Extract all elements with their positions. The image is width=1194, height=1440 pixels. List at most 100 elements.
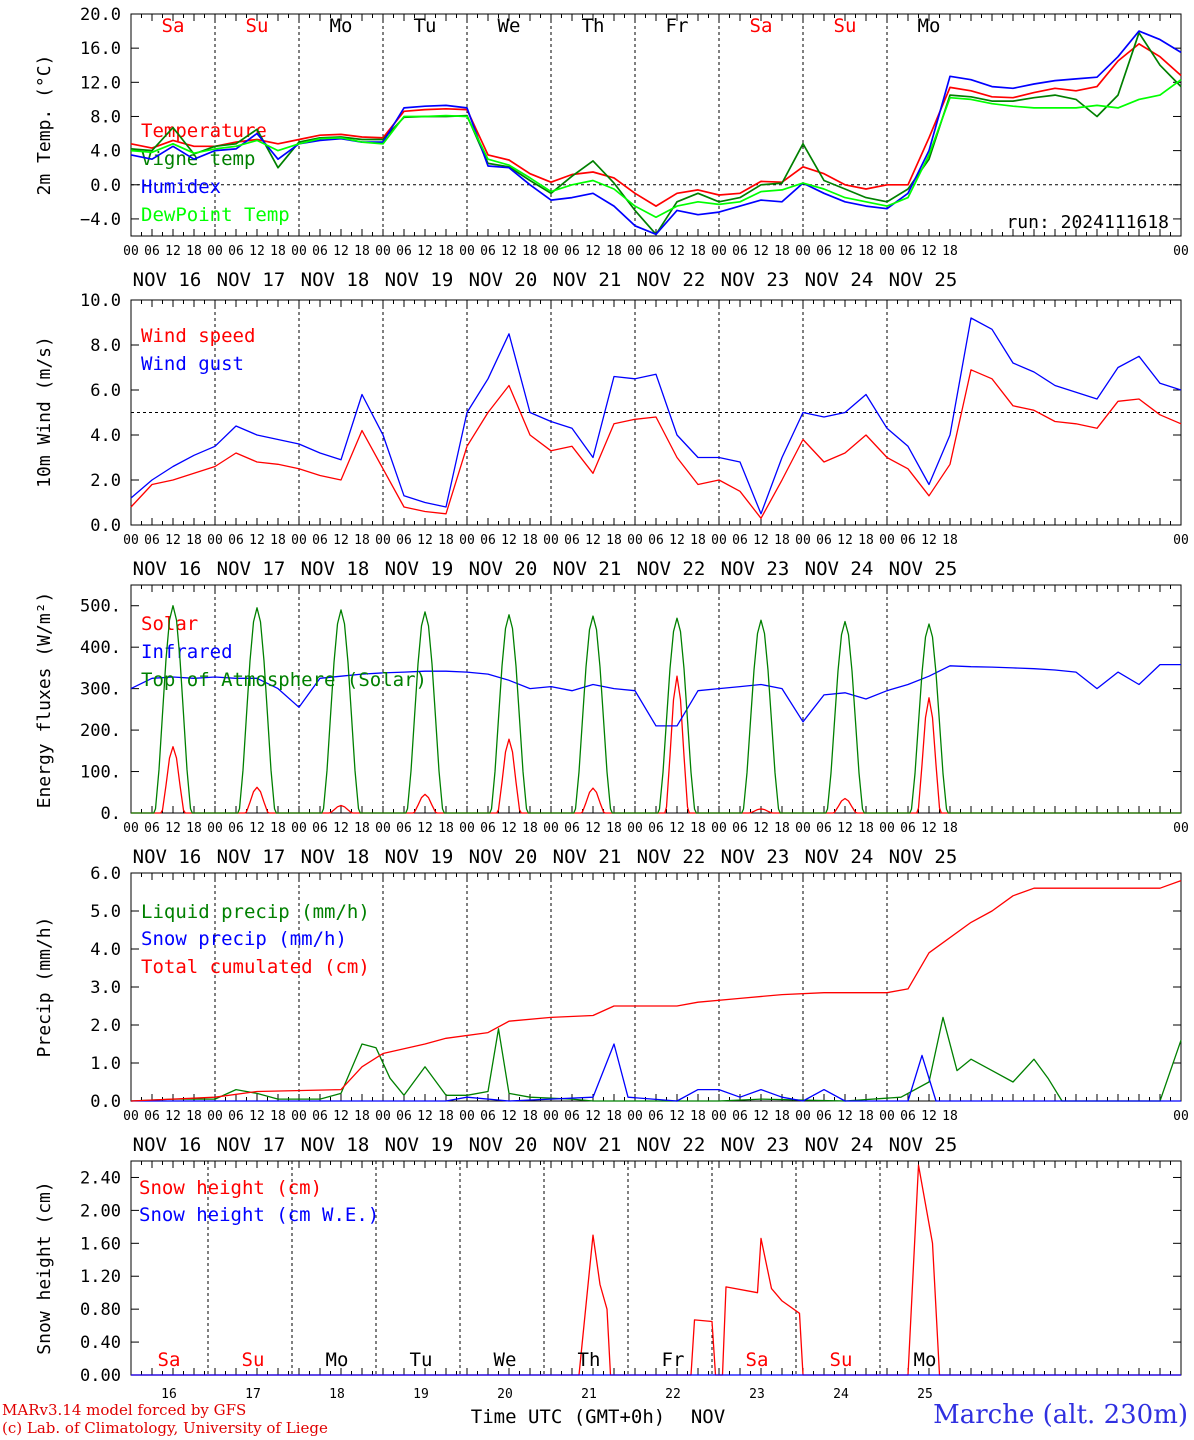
hour-tick-label: 18: [270, 244, 286, 259]
hour-tick-label: 00: [207, 244, 223, 259]
x-axis-unit: NOV: [691, 1406, 725, 1428]
hour-tick-label: 12: [837, 533, 853, 548]
hour-tick-label: 18: [354, 533, 370, 548]
y-axis-label: Snow height (cm): [34, 1181, 55, 1354]
hour-tick-label: 00: [711, 821, 727, 836]
date-label: NOV 23: [721, 846, 790, 868]
hour-tick-label: 12: [753, 533, 769, 548]
weekday-label: Sa: [162, 15, 185, 37]
date-label: NOV 16: [133, 558, 202, 580]
date-label: NOV 23: [721, 558, 790, 580]
weekday-label: Su: [246, 15, 269, 37]
hour-tick-label: 00: [1173, 821, 1189, 836]
hour-tick-label: 12: [333, 533, 349, 548]
hour-tick-label: 00: [123, 1109, 139, 1124]
hour-tick-label: 00: [375, 821, 391, 836]
y-tick-label: 100.: [80, 763, 121, 783]
weekday-label: Sa: [750, 15, 773, 37]
hour-tick-label: 18: [522, 533, 538, 548]
hour-tick-label: 18: [354, 821, 370, 836]
hour-tick-label: 12: [333, 244, 349, 259]
hour-tick-label: 06: [564, 244, 580, 259]
hour-tick-label: 18: [354, 244, 370, 259]
plot-frame: [130, 13, 1182, 237]
hour-tick-label: 18: [438, 1109, 454, 1124]
series-line: [130, 317, 1182, 515]
hour-tick-label: 12: [921, 1109, 937, 1124]
hour-tick-label: 12: [753, 1109, 769, 1124]
hour-tick-label: 12: [921, 821, 937, 836]
legend-entry: Wind gust: [141, 353, 244, 375]
y-tick-label: 8.0: [90, 336, 121, 356]
weekday-label: Th: [578, 1349, 601, 1371]
hour-tick-label: 06: [396, 1109, 412, 1124]
hour-tick-label: 18: [270, 821, 286, 836]
hour-tick-label: 18: [186, 1109, 202, 1124]
hour-tick-label: 00: [543, 821, 559, 836]
hour-tick-label: 00: [1173, 244, 1189, 259]
day-number-label: 25: [917, 1387, 933, 1402]
hour-tick-label: 00: [123, 244, 139, 259]
hour-tick-label: 06: [144, 821, 160, 836]
day-number-label: 23: [749, 1387, 765, 1402]
date-label: NOV 21: [553, 846, 622, 868]
hour-tick-label: 18: [438, 244, 454, 259]
weekday-label: Su: [242, 1349, 265, 1371]
hour-tick-label: 00: [1173, 1109, 1189, 1124]
hour-tick-label: 06: [228, 244, 244, 259]
date-label: NOV 21: [553, 269, 622, 291]
date-label: NOV 16: [133, 269, 202, 291]
hour-tick-label: 06: [732, 1109, 748, 1124]
date-label: NOV 22: [637, 269, 706, 291]
weekday-label: We: [498, 15, 521, 37]
date-label: NOV 18: [301, 269, 370, 291]
hour-tick-label: 18: [774, 533, 790, 548]
panel-3: 500. 400. 300. 200. 100. 0. Energy fluxes (W/m…: [34, 584, 1189, 868]
y-tick-label: 300.: [80, 680, 121, 700]
hour-tick-label: 12: [921, 533, 937, 548]
date-label: NOV 17: [217, 269, 286, 291]
hour-tick-label: 18: [186, 821, 202, 836]
hour-tick-label: 00: [1173, 533, 1189, 548]
y-tick-label: 400.: [80, 638, 121, 658]
date-label: NOV 16: [133, 846, 202, 868]
panel-5: 2.40 2.00 1.60 1.20 0.80 0.40 0.00 Snow height …: [34, 1160, 1182, 1428]
date-label: NOV 17: [217, 846, 286, 868]
hour-tick-label: 18: [270, 1109, 286, 1124]
hour-tick-label: 00: [711, 533, 727, 548]
y-tick-label: 20.0: [80, 5, 121, 25]
y-tick-label: 0.00: [80, 1366, 121, 1386]
hour-tick-label: 12: [249, 533, 265, 548]
date-label: NOV 17: [217, 558, 286, 580]
hour-tick-label: 00: [459, 1109, 475, 1124]
day-number-label: 17: [245, 1387, 261, 1402]
date-label: NOV 24: [805, 558, 874, 580]
y-tick-label: 0.0: [90, 516, 121, 536]
y-tick-label: 500.: [80, 597, 121, 617]
hour-tick-label: 12: [753, 821, 769, 836]
hour-tick-label: 18: [690, 821, 706, 836]
hour-tick-label: 18: [942, 533, 958, 548]
y-axis-label: 10m Wind (m/s): [34, 336, 55, 488]
hour-tick-label: 00: [207, 1109, 223, 1124]
hour-tick-label: 00: [291, 244, 307, 259]
y-tick-label: 2.40: [80, 1168, 121, 1188]
hour-tick-label: 06: [312, 821, 328, 836]
y-axis-label: Precip (mm/h): [34, 917, 55, 1058]
weekday-label: Th: [582, 15, 605, 37]
day-number-label: 21: [581, 1387, 597, 1402]
hour-tick-label: 18: [858, 1109, 874, 1124]
weekday-label: Mo: [914, 1349, 937, 1371]
hour-tick-label: 06: [312, 244, 328, 259]
hour-tick-label: 18: [606, 533, 622, 548]
hour-tick-label: 12: [669, 821, 685, 836]
hour-tick-label: 06: [648, 821, 664, 836]
hour-tick-label: 00: [795, 821, 811, 836]
y-tick-label: 6.0: [90, 381, 121, 401]
series-line: [130, 1016, 1182, 1102]
hour-tick-label: 18: [354, 1109, 370, 1124]
hour-tick-label: 18: [774, 244, 790, 259]
hour-tick-label: 06: [228, 1109, 244, 1124]
hour-tick-label: 12: [585, 244, 601, 259]
day-number-label: 24: [833, 1387, 849, 1402]
